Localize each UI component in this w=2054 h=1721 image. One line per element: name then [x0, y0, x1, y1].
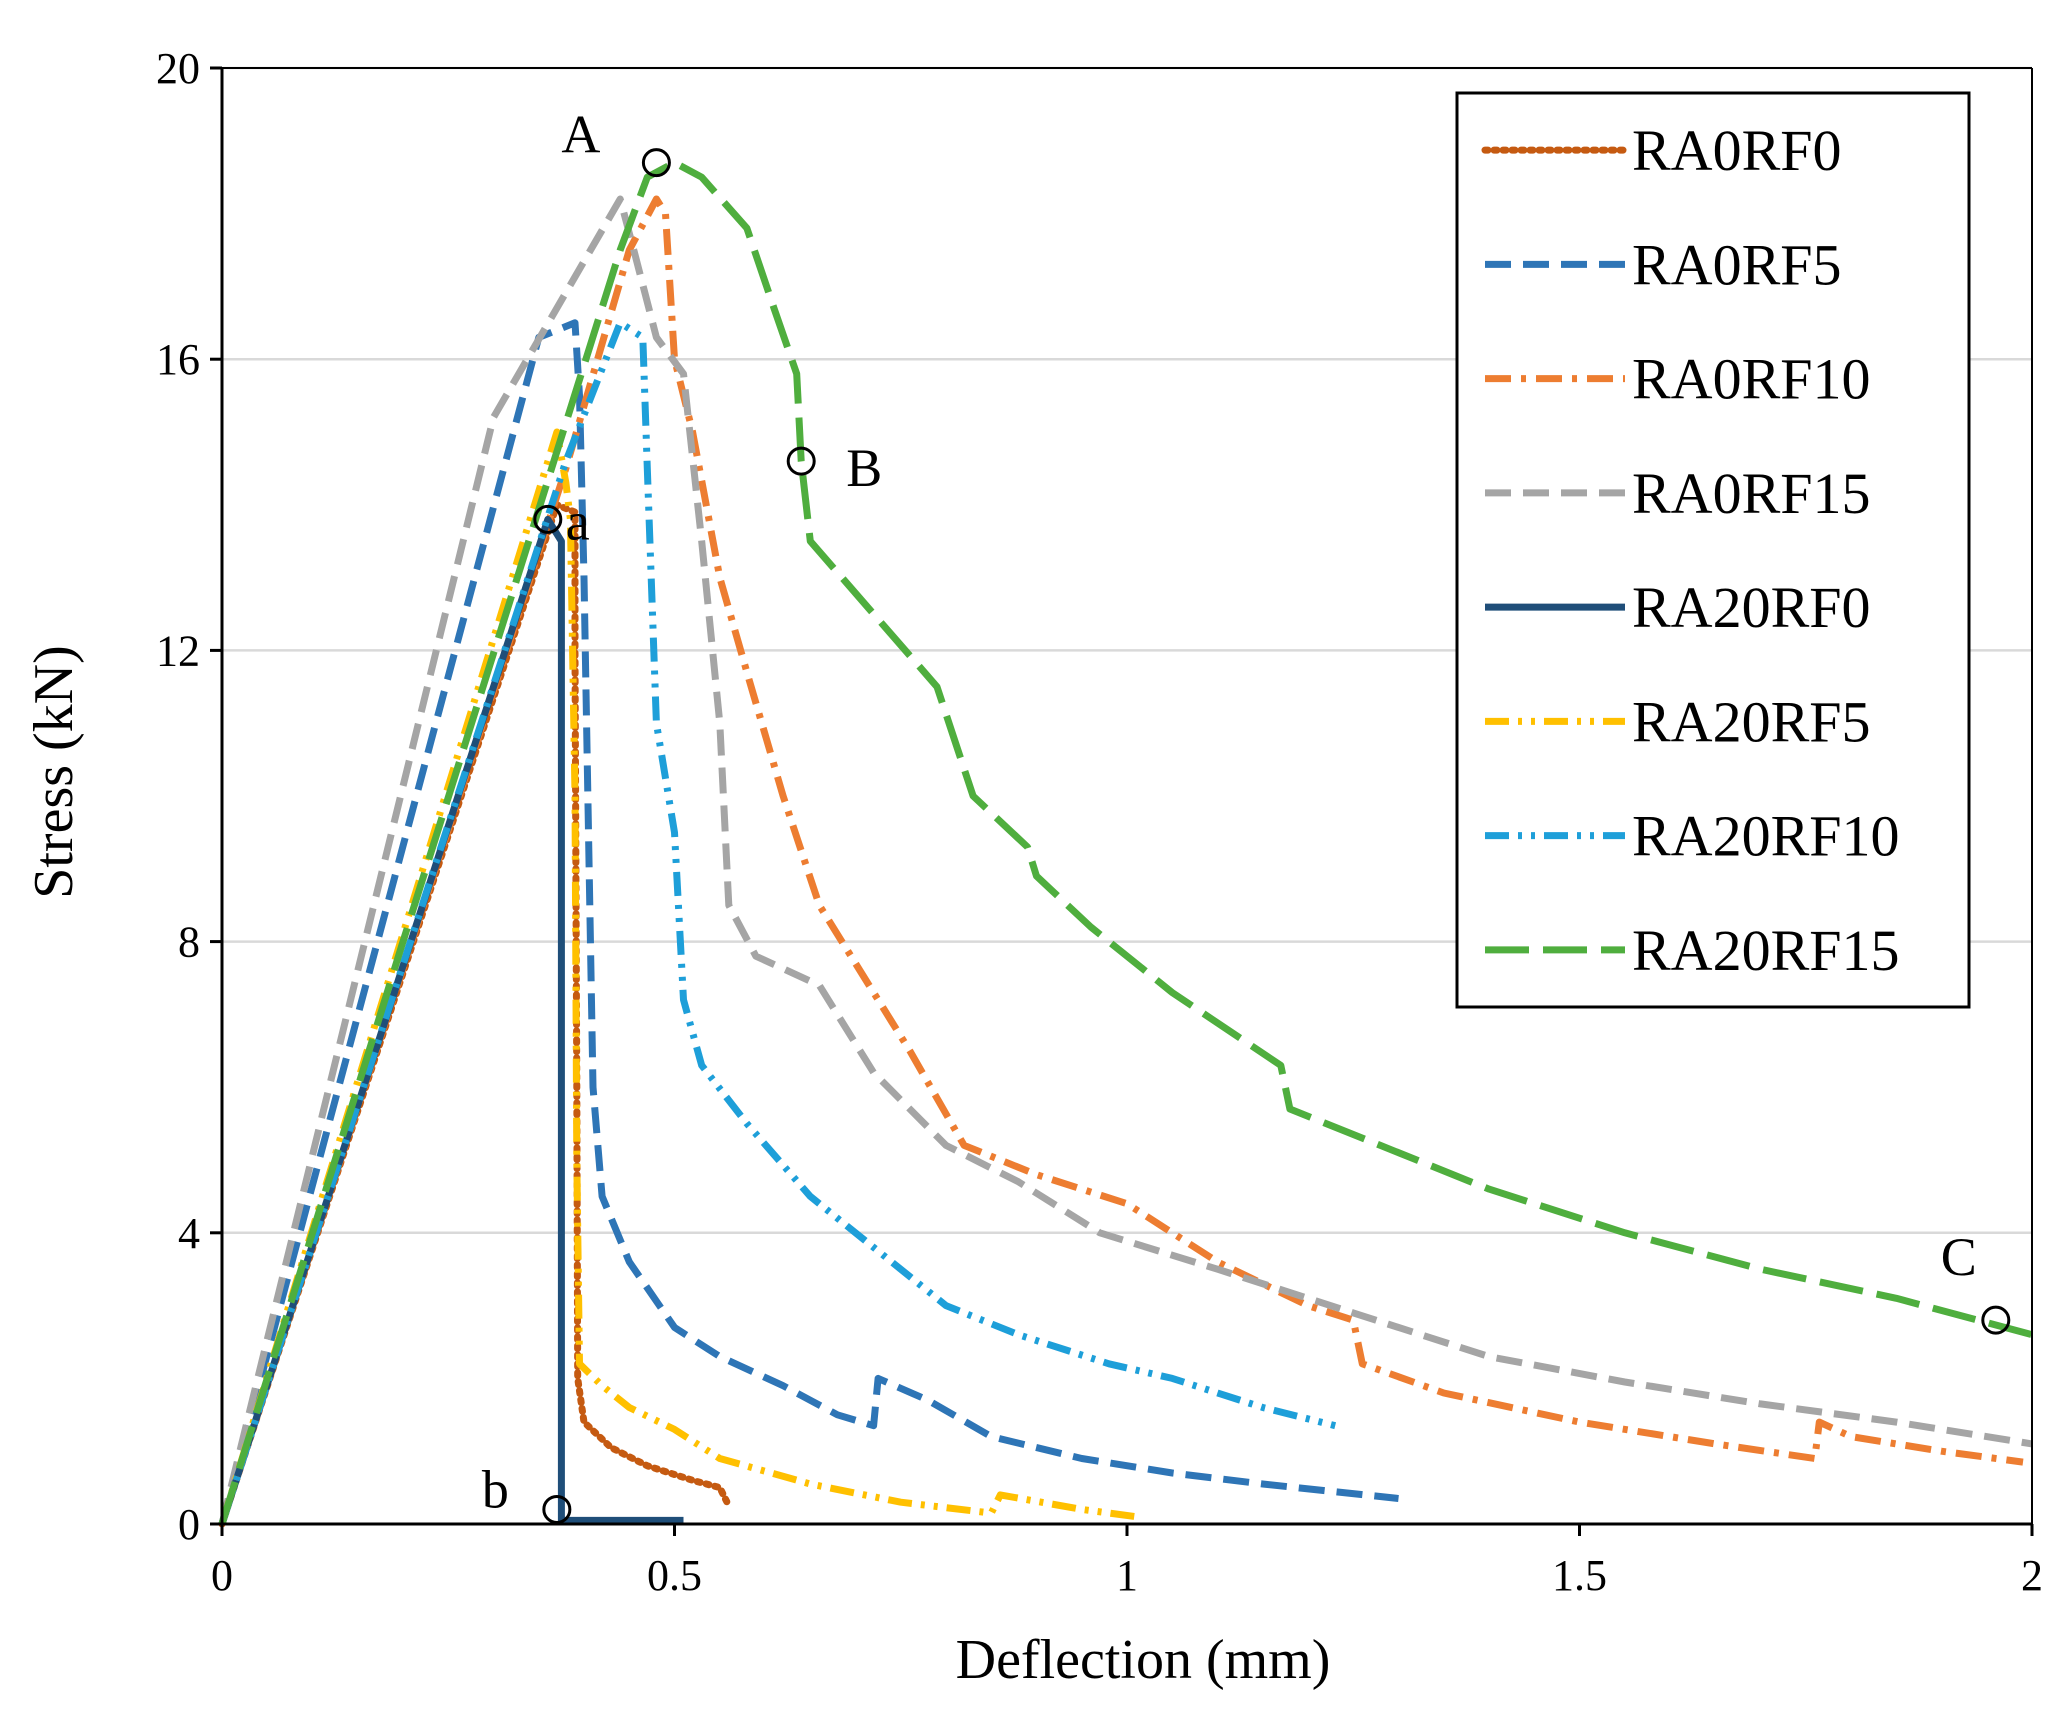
annotation-label-b: b — [482, 1459, 509, 1519]
series-line-ra20rf0 — [218, 515, 684, 1526]
y-axis-title: Stress (kN) — [23, 645, 85, 899]
legend-label-ra0rf0: RA0RF0 — [1632, 118, 1842, 183]
series-line-ra20rf15 — [218, 159, 2033, 1526]
series-line-ra20rf5 — [218, 428, 1137, 1526]
x-tick-label: 1 — [1116, 1551, 1138, 1600]
annotation-label-C: C — [1941, 1227, 1977, 1287]
y-tick-label: 16 — [156, 335, 200, 384]
annotation-label-a: a — [566, 491, 590, 551]
legend-label-ra0rf15: RA0RF15 — [1632, 461, 1871, 526]
x-tick-label: 2 — [2021, 1551, 2043, 1600]
series-line-ra0rf15 — [218, 195, 2033, 1525]
series-line-ra0rf0 — [218, 501, 733, 1528]
series-line-ra0rf10 — [218, 195, 2024, 1526]
y-tick-label: 20 — [156, 44, 200, 93]
y-tick-label: 4 — [178, 1209, 200, 1258]
y-tick-label: 12 — [156, 626, 200, 675]
y-tick-label: 8 — [178, 918, 200, 967]
legend-label-ra20rf10: RA20RF10 — [1632, 804, 1900, 869]
annotation-marker-C — [1981, 1305, 2011, 1335]
x-axis-title: Deflection (mm) — [956, 1629, 1331, 1691]
annotations: A B Ca b — [482, 105, 2011, 1524]
annotation-label-B: B — [846, 438, 882, 498]
tick-labels: 0 4 8 12 16 20 0 0.5 1 1.5 2 — [156, 44, 2043, 1600]
y-tick-label: 0 — [178, 1500, 200, 1549]
x-tick-label: 0.5 — [647, 1551, 702, 1600]
annotation-marker-A — [641, 148, 671, 178]
annotation-marker-b — [542, 1494, 572, 1524]
legend-label-ra20rf0: RA20RF0 — [1632, 575, 1871, 640]
legend-box — [1455, 91, 1971, 1009]
annotation-label-A: A — [561, 105, 600, 165]
legend: RA0RF0 RA0RF5 RA0RF10 RA0RF15 RA20RF0 RA20RF5… — [1455, 91, 1971, 1009]
x-tick-label: 0 — [211, 1551, 233, 1600]
series-lines — [218, 159, 2033, 1528]
annotation-marker-B — [786, 446, 816, 476]
annotation-marker-a — [533, 504, 563, 534]
legend-label-ra0rf5: RA0RF5 — [1632, 232, 1842, 297]
legend-label-ra20rf15: RA20RF15 — [1632, 918, 1900, 983]
legend-label-ra0rf10: RA0RF10 — [1632, 347, 1871, 412]
legend-label-ra20rf5: RA20RF5 — [1632, 689, 1871, 754]
series-line-ra20rf10 — [218, 319, 1337, 1526]
x-tick-label: 1.5 — [1552, 1551, 1607, 1600]
